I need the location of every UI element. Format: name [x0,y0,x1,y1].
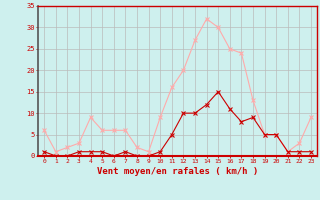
X-axis label: Vent moyen/en rafales ( km/h ): Vent moyen/en rafales ( km/h ) [97,167,258,176]
